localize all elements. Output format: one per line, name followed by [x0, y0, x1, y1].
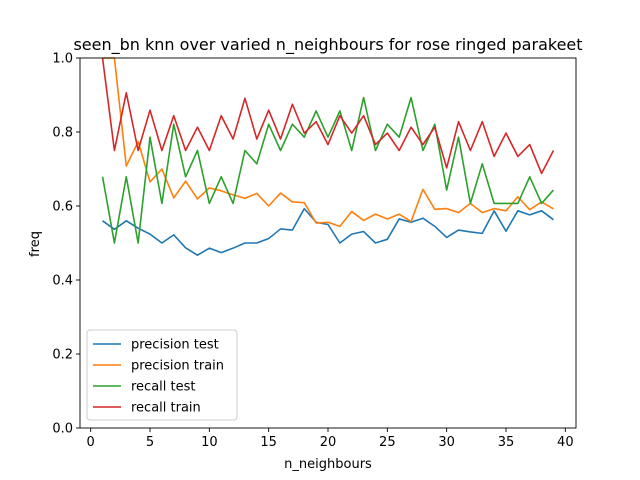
y-tick-label: 0.8	[52, 126, 73, 141]
legend: precision test precision train recall test…	[86, 329, 238, 421]
y-tick-label: 0.0	[52, 422, 73, 437]
x-tick-label: 25	[379, 435, 396, 450]
legend-label: precision train	[131, 359, 224, 374]
y-tick-label: 1.0	[52, 52, 73, 67]
y-tick-label: 0.4	[52, 274, 73, 289]
series-line-precision-train	[102, 57, 554, 228]
x-tick-label: 10	[201, 435, 218, 450]
legend-label: recall train	[131, 401, 201, 416]
x-axis-label: n_neighbours	[284, 457, 372, 472]
x-tick-label: 30	[438, 435, 455, 450]
x-tick-label: 40	[557, 435, 574, 450]
x-tick-label: 0	[87, 435, 95, 450]
y-tick-label: 0.2	[52, 348, 73, 363]
y-axis-label: freq	[28, 231, 43, 257]
legend-label: precision test	[131, 338, 219, 353]
series-line-precision-test	[102, 207, 554, 257]
x-tick-label: 20	[320, 435, 337, 450]
y-tick-label: 0.6	[52, 200, 73, 215]
x-tick-label: 5	[146, 435, 154, 450]
series-line-recall-test	[101, 96, 555, 244]
x-tick-label: 35	[498, 435, 515, 450]
legend-label: recall test	[131, 380, 196, 395]
series-line-recall-train	[101, 57, 555, 175]
chart-title: seen_bn knn over varied n_neighbours for…	[73, 35, 582, 55]
legend-box	[86, 329, 238, 421]
plot-area: 0 5 10 15 20 25 30 35 40 0.0 0.2 0.4 0.6 0.8 1.0 precis…	[52, 52, 577, 450]
x-tick-label: 15	[260, 435, 277, 450]
